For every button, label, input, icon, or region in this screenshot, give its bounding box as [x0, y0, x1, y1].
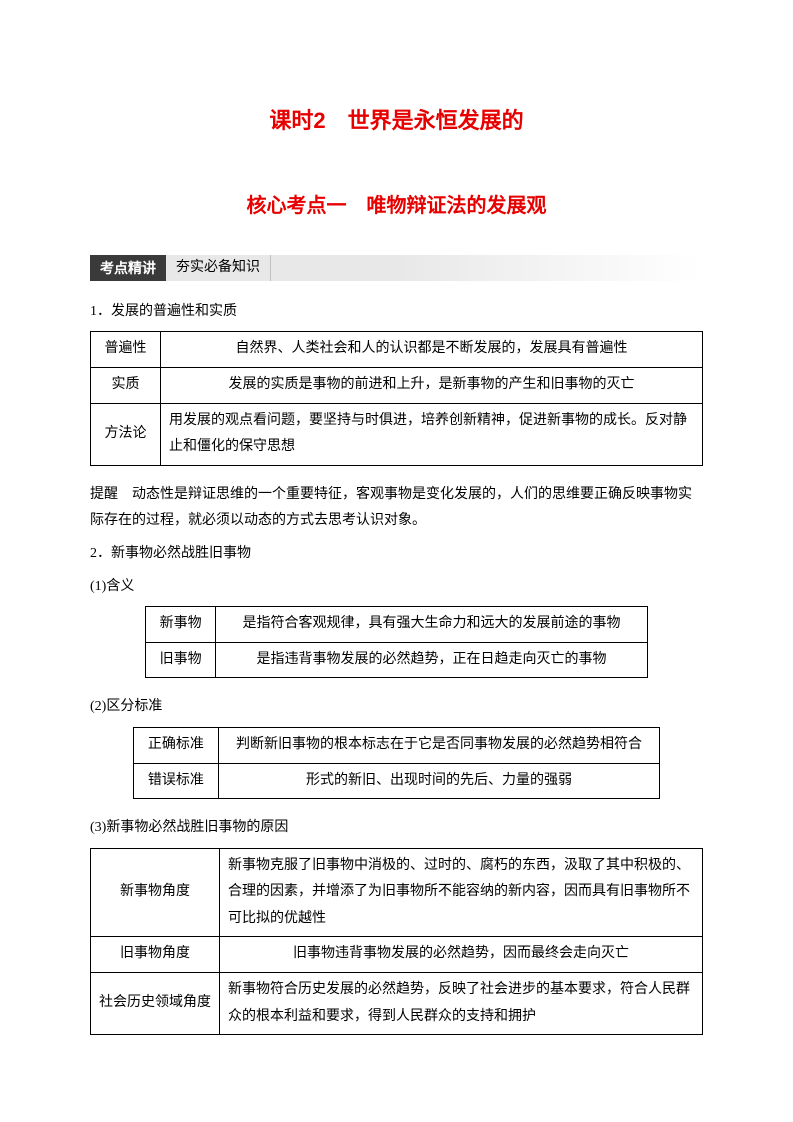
subsection-label: (2)区分标准: [90, 694, 703, 721]
cell-content: 是指违背事物发展的必然趋势，正在日趋走向灭亡的事物: [216, 642, 648, 678]
cell-label: 正确标准: [133, 727, 218, 763]
cell-content: 判断新旧事物的根本标志在于它是否同事物发展的必然趋势相符合: [218, 727, 659, 763]
lesson-title: 课时2 世界是永恒发展的: [90, 100, 703, 142]
cell-content: 是指符合客观规律，具有强大生命力和远大的发展前途的事物: [216, 607, 648, 643]
table-row: 错误标准 形式的新旧、出现时间的先后、力量的强弱: [133, 763, 659, 799]
cell-content: 发展的实质是事物的前进和上升，是新事物的产生和旧事物的灭亡: [161, 367, 703, 403]
cell-content: 旧事物违背事物发展的必然趋势，因而最终会走向灭亡: [220, 937, 703, 973]
cell-label: 新事物: [146, 607, 216, 643]
cell-label: 普遍性: [91, 332, 161, 368]
table-meaning: 新事物 是指符合客观规律，具有强大生命力和远大的发展前途的事物 旧事物 是指违背…: [145, 606, 648, 678]
subsection-label: (1)含义: [90, 574, 703, 601]
reminder-note: 提醒 动态性是辩证思维的一个重要特征，客观事物是变化发展的，人们的思维要正确反映…: [90, 482, 703, 535]
cell-content: 新事物克服了旧事物中消极的、过时的、腐朽的东西，汲取了其中积极的、合理的因素，并…: [220, 848, 703, 937]
table-development: 普遍性 自然界、人类社会和人的认识都是不断发展的，发展具有普遍性 实质 发展的实…: [90, 331, 703, 465]
cell-content: 形式的新旧、出现时间的先后、力量的强弱: [218, 763, 659, 799]
section1-heading: 1．发展的普遍性和实质: [90, 299, 703, 326]
table-row: 实质 发展的实质是事物的前进和上升，是新事物的产生和旧事物的灭亡: [91, 367, 703, 403]
cell-label: 社会历史领域角度: [91, 973, 220, 1035]
table-reason: 新事物角度 新事物克服了旧事物中消极的、过时的、腐朽的东西，汲取了其中积极的、合…: [90, 848, 703, 1036]
banner-dark-label: 考点精讲: [90, 255, 166, 281]
table-row: 社会历史领域角度 新事物符合历史发展的必然趋势，反映了社会进步的基本要求，符合人…: [91, 973, 703, 1035]
cell-label: 旧事物: [146, 642, 216, 678]
table-row: 旧事物 是指违背事物发展的必然趋势，正在日趋走向灭亡的事物: [146, 642, 648, 678]
cell-content: 自然界、人类社会和人的认识都是不断发展的，发展具有普遍性: [161, 332, 703, 368]
cell-label: 实质: [91, 367, 161, 403]
cell-content: 新事物符合历史发展的必然趋势，反映了社会进步的基本要求，符合人民群众的根本利益和…: [220, 973, 703, 1035]
cell-label: 方法论: [91, 403, 161, 465]
table-row: 新事物角度 新事物克服了旧事物中消极的、过时的、腐朽的东西，汲取了其中积极的、合…: [91, 848, 703, 937]
table-row: 方法论 用发展的观点看问题，要坚持与时俱进，培养创新精神，促进新事物的成长。反对…: [91, 403, 703, 465]
table-standard: 正确标准 判断新旧事物的根本标志在于它是否同事物发展的必然趋势相符合 错误标准 …: [133, 727, 660, 799]
section-banner: 考点精讲 夯实必备知识: [90, 255, 703, 281]
subsection-label: (3)新事物必然战胜旧事物的原因: [90, 815, 703, 842]
table-row: 普遍性 自然界、人类社会和人的认识都是不断发展的，发展具有普遍性: [91, 332, 703, 368]
table-row: 正确标准 判断新旧事物的根本标志在于它是否同事物发展的必然趋势相符合: [133, 727, 659, 763]
cell-label: 错误标准: [133, 763, 218, 799]
table-row: 新事物 是指符合客观规律，具有强大生命力和远大的发展前途的事物: [146, 607, 648, 643]
topic-title: 核心考点一 唯物辩证法的发展观: [90, 187, 703, 225]
cell-label: 新事物角度: [91, 848, 220, 937]
cell-content: 用发展的观点看问题，要坚持与时俱进，培养创新精神，促进新事物的成长。反对静止和僵…: [161, 403, 703, 465]
table-row: 旧事物角度 旧事物违背事物发展的必然趋势，因而最终会走向灭亡: [91, 937, 703, 973]
section2-heading: 2．新事物必然战胜旧事物: [90, 541, 703, 568]
cell-label: 旧事物角度: [91, 937, 220, 973]
banner-light-label: 夯实必备知识: [166, 255, 271, 281]
